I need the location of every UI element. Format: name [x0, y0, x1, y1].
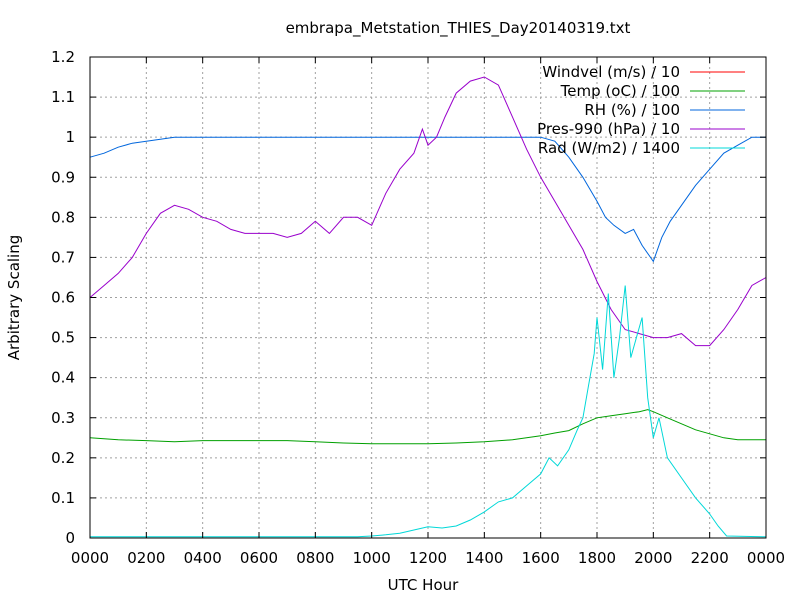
x-tick-label: 1600: [522, 549, 560, 567]
x-tick-label: 2200: [691, 549, 729, 567]
ticks: 0000 0200 0400 0600 0800 1000 1200 1400 1600 1800…: [51, 48, 785, 567]
x-tick-label: 1000: [353, 549, 391, 567]
series-line-2: [89, 136, 766, 263]
y-tick-label: 0.1: [51, 489, 75, 507]
y-tick-label: 0: [65, 529, 75, 547]
x-axis-label: UTC Hour: [388, 576, 459, 594]
y-tick-label: 0.2: [51, 449, 75, 467]
y-tick-label: 0.6: [51, 289, 75, 307]
x-tick-label: 1200: [409, 549, 447, 567]
legend-label: Pres-990 (hPa) / 10: [537, 120, 680, 138]
series-line-1: [89, 409, 766, 445]
series-line-3: [89, 76, 767, 347]
x-tick-label: 1400: [465, 549, 503, 567]
y-tick-label: 0.8: [51, 208, 75, 226]
chart-title: embrapa_Metstation_THIES_Day20140319.txt: [286, 19, 631, 38]
x-tick-label: 1800: [578, 549, 616, 567]
x-tick-label: 0600: [240, 549, 278, 567]
legend-label: Temp (oC) / 100: [560, 82, 680, 100]
x-tick-label: 0200: [127, 549, 165, 567]
legend-label: Rad (W/m2) / 1400: [538, 139, 680, 157]
y-tick-label: 1: [65, 128, 75, 146]
x-tick-label: 0400: [184, 549, 222, 567]
x-tick-label: 2000: [634, 549, 672, 567]
series-line-4: [90, 285, 767, 538]
y-tick-label: 0.7: [51, 248, 75, 266]
series-layer: [89, 76, 767, 538]
x-tick-label: 0000: [71, 549, 109, 567]
legend-label: Windvel (m/s) / 10: [542, 63, 680, 81]
x-tick-label: 0000: [747, 549, 785, 567]
legend-label: RH (%) / 100: [584, 101, 680, 119]
y-axis-label: Arbitrary Scaling: [5, 235, 23, 361]
y-tick-label: 0.9: [51, 168, 75, 186]
y-tick-label: 0.3: [51, 409, 75, 427]
x-tick-label: 0800: [296, 549, 334, 567]
y-tick-label: 0.4: [51, 369, 75, 387]
y-tick-label: 0.5: [51, 329, 75, 347]
y-tick-label: 1.1: [51, 88, 75, 106]
y-tick-label: 1.2: [51, 48, 75, 66]
